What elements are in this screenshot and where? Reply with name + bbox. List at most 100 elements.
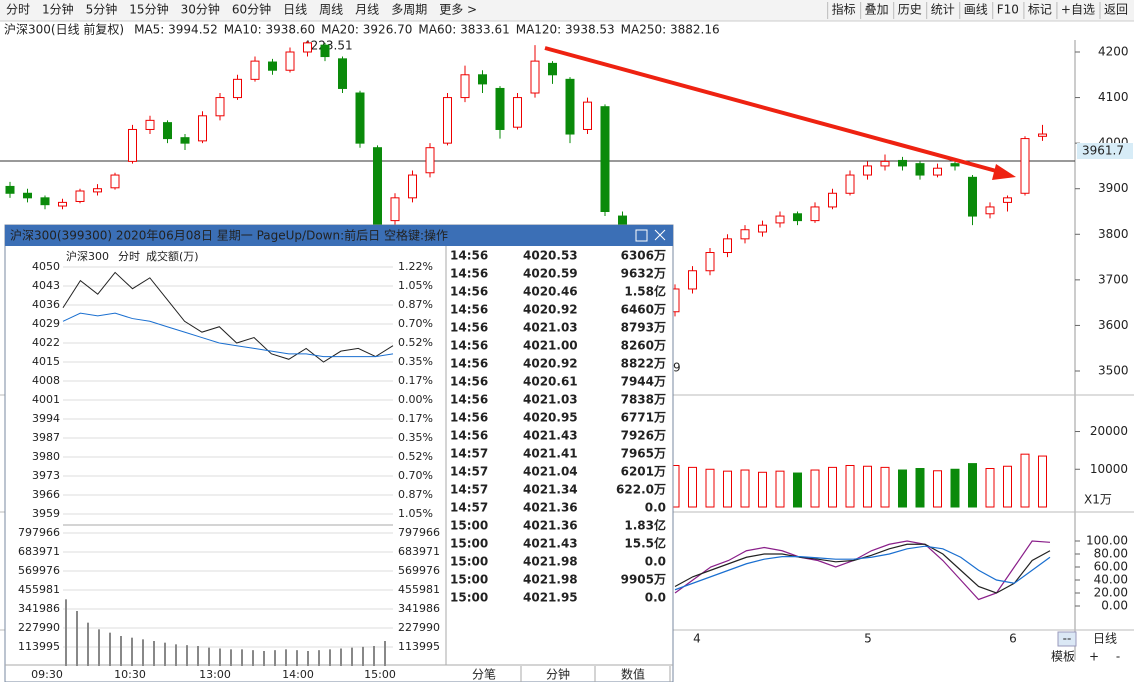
tick-time: 14:56 [450,393,488,407]
candle-body [1003,197,1012,203]
toolbar-button[interactable]: 历史 [898,3,922,17]
avg-line [62,312,394,358]
toolbar-button[interactable]: F10 [997,3,1019,17]
candle-body [1038,133,1047,137]
volume-bar [933,470,942,508]
y-tick-label: 3700 [1098,272,1129,286]
pct-label: 0.70% [398,317,433,330]
price-label: 4029 [32,317,60,330]
toolbar-tab[interactable]: 月线 [355,3,379,17]
candle-body [320,44,330,58]
price-label: 4043 [32,279,60,292]
tick-time: 15:00 [450,591,488,605]
price-label: 3994 [32,412,60,425]
toolbar-tab[interactable]: 分时 [6,3,30,17]
candle-body [373,147,382,226]
price-label: 3966 [32,488,60,501]
toolbar-tab[interactable]: 多周期 [391,3,427,17]
price-label: 4015 [32,355,60,368]
candle-body [950,163,960,167]
candle-body [583,101,592,130]
toolbar-tab[interactable]: 30分钟 [181,2,220,17]
tick-time: 15:00 [450,555,488,569]
volume-bar [898,469,907,508]
toolbar-button[interactable]: 画线 [964,3,988,17]
candle-body [128,128,137,162]
dash[interactable]: -- [1063,632,1072,646]
candle-body [723,238,732,254]
y-tick-label: 100.00 [1086,534,1128,548]
tick-time: 15:00 [450,573,488,587]
tick-volume: 7838万 [621,393,666,407]
pct-label: 1.22% [398,260,433,273]
volume-bar [828,466,837,508]
y-tick-label: 3600 [1098,318,1129,332]
toolbar-tab[interactable]: 60分钟 [232,2,271,17]
turnover-bar [87,622,89,666]
tick-price: 4021.43 [523,537,578,551]
popup-tab[interactable]: 数值 [621,667,645,682]
plus-button[interactable]: + [1089,650,1099,664]
turnover-label: 797966 [398,526,440,539]
candle-body [285,51,295,71]
period-tab[interactable]: 日线 [1093,632,1117,646]
price-label: 4036 [32,298,60,311]
turnover-label: 797966 [18,526,60,539]
turnover-bar [98,629,100,666]
ma-label: MA5: 3994.52 [134,23,218,37]
turnover-label: 455981 [18,583,60,596]
tick-price: 4021.03 [523,321,578,335]
ma-title: 沪深300(日线 前复权) [4,22,124,37]
candle-body [110,174,120,189]
toolbar-tab[interactable]: 15分钟 [129,2,168,17]
volume-bar [758,471,767,508]
tick-time: 14:57 [450,501,488,515]
maximize-icon[interactable] [635,229,648,242]
toolbar-tab[interactable]: 更多 > [439,3,477,17]
turnover-bar [208,647,210,666]
toolbar-tab[interactable]: 1分钟 [42,2,74,17]
volume-bar [793,472,802,508]
candle-body [338,58,347,89]
turnover-bar [65,599,67,666]
y-tick-label: 0.00 [1101,599,1128,613]
template-button[interactable]: 模板 [1051,650,1075,664]
toolbar-tab[interactable]: 5分钟 [86,2,118,17]
toolbar-button[interactable]: 标记 [1028,3,1052,17]
toolbar-button[interactable]: 指标 [832,2,856,17]
current-price: 3961.7 [1082,144,1124,158]
popup-tab[interactable]: 分笔 [472,667,496,682]
volume-bar [985,468,995,508]
ma-label: MA60: 3833.61 [418,23,509,37]
popup-tab[interactable]: 分钟 [546,667,570,682]
candle-body [513,97,522,128]
toolbar-button[interactable]: 返回 [1104,3,1128,17]
tick-volume: 0.0 [645,501,666,515]
toolbar-button[interactable]: 叠加 [865,3,889,17]
time-label: 14:00 [282,668,314,681]
toolbar-button[interactable]: 统计 [931,3,955,17]
tick-volume: 1.58亿 [624,284,666,299]
turnover-label: 569976 [398,564,440,577]
candle-body [600,106,610,212]
time-label: 13:00 [199,668,231,681]
turnover-label: 569976 [18,564,60,577]
price-label: 4050 [32,260,60,273]
close-icon[interactable] [654,229,666,241]
toolbar-tab[interactable]: 周线 [319,3,343,17]
candle-body [460,74,470,99]
toolbar-tab[interactable]: 日线 [283,3,307,17]
volume-bar [915,468,925,508]
minus-button[interactable]: - [1116,650,1120,664]
candle-body [443,97,452,144]
ma-label: MA120: 3938.53 [516,23,615,37]
toolbar-button[interactable]: +自选 [1061,3,1095,17]
candle-body [355,92,365,144]
candle-body [23,192,32,199]
y-tick-label: 20000 [1090,424,1128,438]
tick-price: 4021.43 [523,429,578,443]
tick-time: 14:56 [450,267,488,281]
candle-body [985,206,995,215]
tick-time: 14:57 [450,447,488,461]
volume-bar [723,470,732,508]
